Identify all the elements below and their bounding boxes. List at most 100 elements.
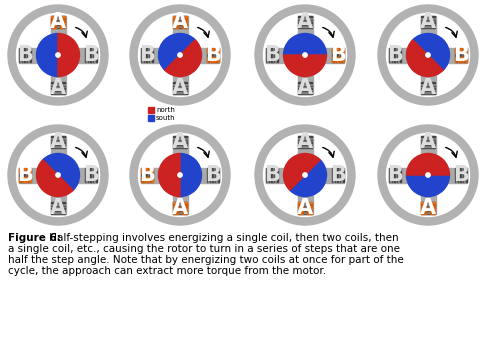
Bar — [211, 48, 212, 53]
Bar — [216, 48, 218, 62]
Bar — [298, 210, 303, 211]
Bar — [28, 168, 29, 182]
Bar — [23, 168, 24, 173]
Bar — [174, 205, 178, 206]
Bar — [52, 23, 64, 24]
Bar — [60, 16, 64, 17]
Bar — [90, 48, 92, 62]
Bar — [174, 91, 186, 93]
Bar — [463, 48, 464, 62]
Bar — [92, 168, 93, 182]
Bar — [52, 23, 56, 24]
Bar — [19, 47, 97, 62]
Bar — [215, 168, 216, 182]
Bar — [455, 168, 456, 182]
Bar — [60, 19, 64, 20]
Bar — [174, 83, 186, 85]
Bar — [24, 168, 25, 182]
Bar — [298, 206, 312, 207]
Bar — [52, 17, 64, 19]
Text: a single coil, etc., causing the rotor to turn in a series of steps that are one: a single coil, etc., causing the rotor t… — [8, 244, 400, 254]
Bar — [392, 48, 393, 62]
Bar — [298, 82, 312, 83]
Circle shape — [255, 5, 355, 105]
Bar — [28, 48, 29, 62]
Circle shape — [138, 14, 222, 97]
Bar — [462, 57, 463, 62]
Bar — [22, 168, 23, 182]
Bar — [396, 48, 397, 62]
Bar — [422, 24, 434, 25]
Bar — [174, 16, 178, 17]
Bar — [459, 48, 460, 62]
Bar — [52, 21, 56, 23]
Bar — [464, 57, 466, 62]
Bar — [174, 17, 186, 19]
Bar — [182, 17, 186, 19]
Bar — [182, 211, 186, 213]
Bar — [26, 168, 27, 182]
Circle shape — [426, 173, 430, 177]
Bar — [52, 90, 64, 91]
Bar — [422, 21, 434, 23]
Bar — [141, 177, 142, 182]
Bar — [298, 211, 312, 213]
Bar — [422, 90, 434, 91]
Bar — [50, 16, 66, 94]
Bar — [52, 210, 64, 211]
Text: A: A — [297, 12, 313, 32]
Bar — [20, 168, 21, 173]
Bar — [460, 48, 462, 53]
Text: B: B — [330, 45, 346, 65]
Bar — [174, 145, 186, 147]
Bar — [422, 140, 434, 141]
Bar — [307, 203, 312, 205]
Bar — [422, 210, 426, 211]
Wedge shape — [284, 153, 320, 190]
Bar — [174, 209, 186, 210]
Bar — [52, 19, 56, 20]
Bar — [338, 168, 340, 182]
Bar — [332, 57, 334, 62]
Bar — [86, 48, 88, 62]
Bar — [60, 17, 64, 19]
Bar — [458, 48, 459, 62]
Bar — [141, 167, 219, 182]
Text: B: B — [205, 165, 221, 185]
Bar — [307, 206, 312, 207]
Bar — [307, 202, 312, 203]
Bar — [22, 177, 23, 182]
Bar — [422, 87, 434, 89]
Bar — [50, 136, 66, 214]
Bar — [422, 211, 426, 213]
Bar — [459, 57, 460, 62]
Bar — [94, 168, 96, 182]
Bar — [389, 168, 390, 182]
Circle shape — [178, 53, 182, 57]
Bar — [52, 202, 64, 203]
Bar — [174, 213, 178, 214]
Bar — [334, 48, 336, 53]
Bar — [85, 168, 86, 182]
Bar — [149, 168, 150, 173]
Bar — [397, 48, 398, 62]
Text: A: A — [297, 132, 313, 152]
Bar — [52, 91, 64, 93]
Bar — [298, 16, 312, 94]
Bar — [298, 21, 312, 23]
Bar — [23, 168, 24, 182]
Bar — [207, 57, 208, 62]
Bar — [26, 48, 27, 62]
Bar — [24, 48, 25, 62]
Bar — [456, 57, 458, 62]
Bar — [422, 144, 434, 145]
Bar — [93, 168, 94, 182]
Bar — [174, 21, 186, 23]
Circle shape — [264, 14, 346, 97]
Bar — [144, 48, 145, 62]
Bar — [52, 27, 56, 28]
Bar — [52, 139, 64, 140]
Bar — [20, 48, 21, 62]
Bar — [93, 48, 94, 62]
Wedge shape — [158, 153, 180, 196]
